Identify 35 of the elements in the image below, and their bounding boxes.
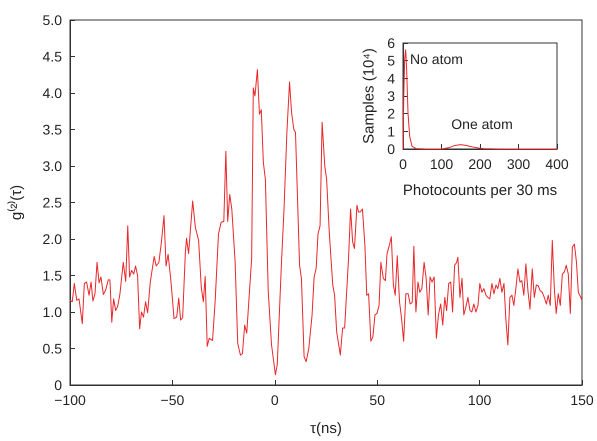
x-tick-label: 400	[545, 156, 569, 172]
y-tick-label: 4.0	[42, 85, 62, 101]
x-tick-label: 150	[570, 392, 594, 408]
y-tick-label: 3.0	[42, 158, 62, 174]
y-tick-label: 1.0	[42, 304, 62, 320]
y-tick-label: 5	[387, 52, 396, 69]
annotation: No atom	[410, 51, 463, 67]
y-tick-label: 3.5	[42, 122, 62, 138]
y-tick-label: 4.5	[42, 48, 62, 64]
y-axis-title: Samples (10⁴)	[360, 48, 378, 144]
y-tick-label: 1	[387, 123, 396, 140]
y-tick-label: 0	[387, 141, 396, 157]
x-tick-label: 50	[369, 392, 386, 408]
x-tick-label: 300	[506, 156, 530, 172]
y-tick-label: 0	[54, 377, 62, 393]
x-axis-title: τ(ns)	[310, 420, 342, 437]
x-tick-label: −50	[160, 392, 184, 408]
x-tick-label: 100	[430, 156, 454, 172]
y-axis-title: g⁽²⁾(τ)	[7, 184, 25, 220]
x-axis-title: Photocounts per 30 ms	[402, 182, 558, 199]
x-tick-label: 200	[468, 156, 492, 172]
annotation: One atom	[451, 116, 513, 132]
x-tick-label: 0	[399, 156, 408, 172]
y-tick-label: 6	[387, 35, 396, 51]
y-tick-label: 1.5	[42, 268, 62, 284]
y-tick-label: 2	[387, 106, 396, 122]
x-tick-label: −100	[54, 392, 86, 408]
y-tick-label: 5.0	[42, 12, 62, 28]
x-tick-label: 100	[468, 392, 492, 408]
y-tick-label: 2.0	[42, 231, 62, 247]
y-tick-label: 3	[387, 88, 396, 104]
y-tick-label: 0.5	[42, 340, 62, 356]
x-tick-label: 0	[270, 392, 279, 408]
y-tick-label: 4	[387, 70, 396, 86]
y-tick-label: 2.5	[42, 194, 62, 210]
